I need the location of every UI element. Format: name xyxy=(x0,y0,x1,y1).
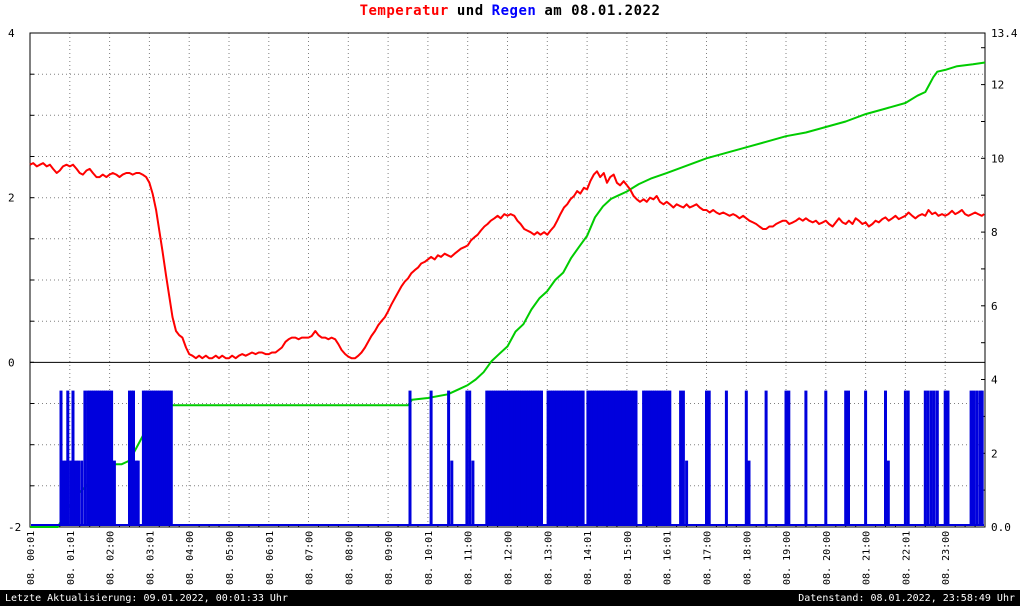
svg-text:08. 05:00: 08. 05:00 xyxy=(225,531,236,585)
x-axis-labels: 08. 00:01 08. 01:01 08. 02:00 08. 03:01 08. … xyxy=(26,531,952,585)
svg-text:2: 2 xyxy=(991,447,998,460)
svg-text:0: 0 xyxy=(8,356,15,369)
svg-text:08. 22:01: 08. 22:01 xyxy=(901,531,912,585)
chart-title: Temperatur und Regen am 08.01.2022 xyxy=(0,3,1020,19)
title-date: am 08.01.2022 xyxy=(544,3,661,19)
data-timestamp-text: Datenstand: 08.01.2022, 23:58:49 Uhr xyxy=(798,592,1015,604)
svg-text:08. 12:00: 08. 12:00 xyxy=(504,531,515,585)
svg-text:10: 10 xyxy=(991,152,1004,165)
title-word-temperatur: Temperatur xyxy=(359,3,449,19)
svg-text:-2: -2 xyxy=(8,521,21,534)
svg-text:08. 11:00: 08. 11:00 xyxy=(464,531,475,585)
svg-text:0.0: 0.0 xyxy=(991,521,1011,534)
svg-text:08. 17:00: 08. 17:00 xyxy=(703,531,714,585)
svg-text:2: 2 xyxy=(8,192,15,205)
svg-text:08. 02:00: 08. 02:00 xyxy=(106,531,117,585)
svg-text:08. 13:00: 08. 13:00 xyxy=(543,531,554,585)
svg-text:08. 04:00: 08. 04:00 xyxy=(185,531,196,585)
series-Regen xyxy=(31,390,984,526)
svg-text:08. 20:00: 08. 20:00 xyxy=(822,531,833,585)
status-bar: Letzte Aktualisierung: 09.01.2022, 00:01… xyxy=(0,590,1020,606)
svg-text:08. 03:01: 08. 03:01 xyxy=(145,531,156,585)
svg-text:08. 07:00: 08. 07:00 xyxy=(305,531,316,585)
title-word-und: und xyxy=(456,3,484,19)
svg-text:08. 16:01: 08. 16:01 xyxy=(663,531,674,585)
svg-text:08. 08:00: 08. 08:00 xyxy=(344,531,355,585)
svg-text:12: 12 xyxy=(991,79,1004,92)
svg-text:08. 09:00: 08. 09:00 xyxy=(384,531,395,585)
title-word-regen: Regen xyxy=(491,3,537,19)
svg-text:08. 15:00: 08. 15:00 xyxy=(623,531,634,585)
rain-baseline xyxy=(31,524,984,526)
svg-text:4: 4 xyxy=(8,27,15,40)
left-axis-labels: 4 2 0 -2 xyxy=(8,27,21,534)
svg-text:8: 8 xyxy=(991,226,998,239)
right-axis-labels: 13.4 12 10 8 6 4 2 0.0 xyxy=(991,27,1018,534)
svg-text:08. 10:01: 08. 10:01 xyxy=(424,531,435,585)
svg-text:08. 00:01: 08. 00:01 xyxy=(26,531,37,585)
svg-text:08. 06:01: 08. 06:01 xyxy=(265,531,276,585)
svg-text:08. 23:00: 08. 23:00 xyxy=(941,531,952,585)
svg-text:08. 14:01: 08. 14:01 xyxy=(583,531,594,585)
svg-text:13.4: 13.4 xyxy=(991,27,1018,40)
svg-text:08. 18:00: 08. 18:00 xyxy=(742,531,753,585)
svg-text:08. 01:01: 08. 01:01 xyxy=(66,531,77,585)
svg-text:4: 4 xyxy=(991,374,998,387)
svg-text:08. 21:00: 08. 21:00 xyxy=(862,531,873,585)
last-update-text: Letzte Aktualisierung: 09.01.2022, 00:01… xyxy=(5,592,288,604)
svg-text:6: 6 xyxy=(991,300,998,313)
series-Temperatur xyxy=(29,162,985,360)
svg-text:08. 19:00: 08. 19:00 xyxy=(782,531,793,585)
